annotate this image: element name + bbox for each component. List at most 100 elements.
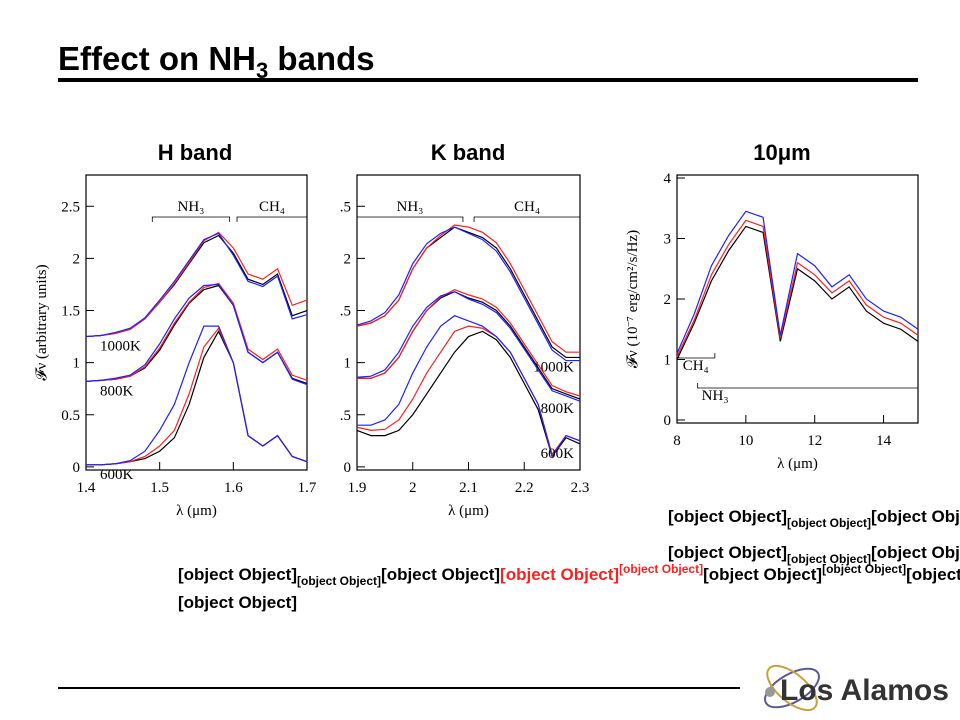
y-tick-label: 0.5 [61, 408, 80, 424]
panel-title: 10μm [753, 140, 811, 165]
x-tick-label: 2.3 [571, 480, 590, 496]
title-rest: bands [268, 40, 374, 77]
band-bracket [151, 216, 231, 222]
band-label: CH₄ [514, 199, 540, 215]
plot-frame [676, 174, 919, 424]
y-tick-label: 2.5 [61, 199, 80, 215]
x-tick-label: 1.4 [77, 480, 96, 496]
temperature-label: 800K [100, 383, 134, 399]
logo-orbit [766, 664, 818, 712]
plot-frame [85, 174, 308, 471]
x-tick-label: 1.9 [348, 480, 367, 496]
temperature-label: 600K [100, 467, 134, 483]
spectrum-line [357, 289, 581, 397]
note-run: [object Object] [787, 552, 871, 566]
spectrum-line [85, 283, 308, 386]
x-tick-label: 10 [738, 433, 753, 449]
x-tick-label: 1.5 [150, 480, 169, 496]
spectrum-line [85, 282, 308, 382]
band-label: NH₃ [702, 388, 729, 404]
band-label: CH₄ [683, 358, 709, 374]
y-tick-label: 4 [664, 171, 672, 187]
temperature-label: 600K [541, 446, 575, 462]
spectrum-line [356, 330, 581, 458]
note-run: [object Object] [871, 543, 960, 562]
note-run: [object Object] [500, 565, 619, 584]
x-tick-label: 14 [876, 433, 892, 449]
x-tick-label: 1.7 [298, 480, 317, 496]
logo-text: Los Alamos [780, 674, 949, 707]
note-line: [object Object] [178, 593, 297, 612]
note-run: [object Object] [178, 565, 297, 584]
panel-title: H band [158, 140, 233, 165]
band-bracket [473, 216, 581, 222]
note-run: [object Object] [381, 565, 500, 584]
y-tick-label: 2 [73, 251, 81, 267]
y-tick-label: 2 [664, 292, 672, 308]
band-bracket [356, 216, 464, 222]
note-line: [object Object][object Object][object Ob… [668, 540, 960, 566]
band-bracket [236, 216, 308, 222]
temperature-label: 1000K [100, 339, 141, 355]
temperature-label: 800K [541, 401, 575, 417]
note-line: [object Object][object Object][object Ob… [668, 507, 960, 530]
note-run: [object Object] [906, 565, 960, 584]
x-tick-label: 2.2 [515, 480, 534, 496]
note-run: [object Object] [787, 516, 871, 530]
y-tick-label: .5 [340, 199, 351, 215]
logo-dot [765, 687, 775, 697]
spectrum-line [356, 224, 580, 353]
spectrum-line [356, 291, 581, 402]
panel-title: K band [431, 140, 506, 165]
logo: Los Alamos [764, 664, 949, 712]
spectrum-line [86, 325, 308, 466]
y-axis-label: 𝓕ν (arbitrary units) [34, 264, 50, 380]
logo-orbit [764, 667, 820, 709]
spectrum-line [676, 225, 919, 360]
note-run: [object Object] [822, 562, 906, 576]
spectrum-line [85, 232, 308, 338]
x-axis-label: λ (μm) [448, 503, 489, 519]
note-run: [object Object] [297, 574, 381, 588]
y-tick-label: 1 [73, 356, 81, 372]
band-label: NH₃ [178, 199, 205, 215]
y-tick-label: 1 [664, 352, 672, 368]
y-tick-label: 2 [344, 251, 352, 267]
y-tick-label: 1.5 [61, 304, 80, 320]
x-tick-label: 12 [807, 433, 822, 449]
x-tick-label: 8 [673, 433, 681, 449]
note-run: [object Object] [668, 543, 787, 562]
spectrum-line [676, 219, 919, 357]
spectrum-line [357, 315, 581, 458]
band-label: CH₄ [259, 199, 285, 215]
spectrum-line [356, 226, 580, 362]
note-run: [object Object] [178, 593, 297, 612]
y-tick-label: 1 [344, 356, 352, 372]
note-line: [object Object][object Object][object Ob… [178, 562, 960, 588]
note-run: [object Object] [871, 507, 960, 526]
title-text: Effect on NH [58, 40, 256, 77]
y-tick-label: 0 [344, 460, 352, 476]
title-sub: 3 [256, 58, 268, 83]
note-run: [object Object] [619, 562, 703, 576]
temperature-label: 1000K [533, 359, 574, 375]
y-tick-label: 3 [664, 232, 672, 248]
y-tick-label: 0 [664, 413, 672, 429]
spectrum-line [356, 226, 580, 359]
x-tick-label: 2 [409, 480, 417, 496]
spectrum-line [676, 210, 919, 354]
note-run: [object Object] [668, 507, 787, 526]
y-tick-label: .5 [340, 408, 351, 424]
y-axis-label: 𝓕ν (10⁻⁷ erg/cm²/s/Hz) [625, 230, 641, 368]
band-bracket [697, 383, 919, 389]
y-tick-label: 0 [73, 460, 81, 476]
x-axis-label: λ (μm) [777, 456, 818, 472]
x-axis-label: λ (μm) [176, 503, 217, 519]
spectrum-line [85, 231, 308, 338]
note-run: [object Object] [703, 565, 822, 584]
band-label: NH₃ [397, 199, 424, 215]
x-tick-label: 1.6 [224, 480, 243, 496]
y-tick-label: .5 [340, 304, 351, 320]
x-tick-label: 2.1 [459, 480, 478, 496]
